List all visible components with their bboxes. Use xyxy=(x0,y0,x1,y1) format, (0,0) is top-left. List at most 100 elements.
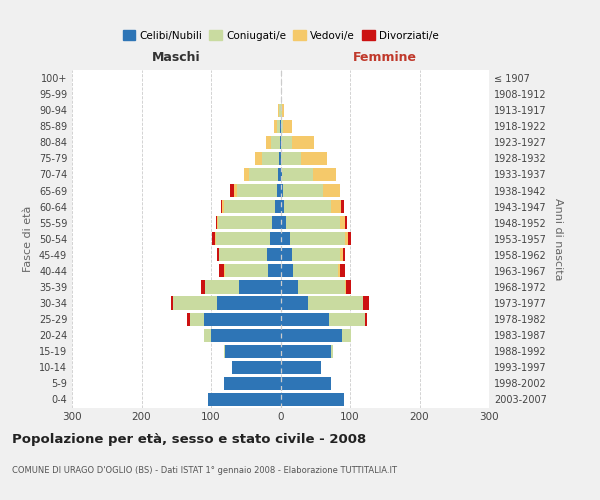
Bar xyxy=(272,216,281,230)
Bar xyxy=(277,184,281,197)
Bar xyxy=(292,136,314,149)
Bar xyxy=(283,184,323,197)
Bar xyxy=(363,296,369,310)
Bar xyxy=(211,328,281,342)
Bar xyxy=(218,216,272,230)
Text: Femmine: Femmine xyxy=(353,52,417,64)
Bar xyxy=(308,296,362,310)
Bar xyxy=(281,136,292,149)
Bar xyxy=(292,248,340,262)
Bar xyxy=(215,232,216,245)
Bar xyxy=(218,248,220,262)
Bar xyxy=(212,232,215,245)
Bar xyxy=(345,232,348,245)
Text: Maschi: Maschi xyxy=(152,52,200,64)
Bar xyxy=(281,120,283,133)
Bar xyxy=(225,264,268,278)
Bar xyxy=(281,312,329,326)
Bar xyxy=(346,280,352,293)
Bar xyxy=(234,184,237,197)
Bar xyxy=(224,200,275,213)
Bar xyxy=(281,393,344,406)
Bar xyxy=(275,200,281,213)
Bar xyxy=(279,104,281,117)
Bar xyxy=(331,344,334,358)
Bar xyxy=(362,296,363,310)
Bar xyxy=(270,232,281,245)
Bar xyxy=(338,264,340,278)
Bar xyxy=(281,104,282,117)
Bar xyxy=(201,280,205,293)
Bar xyxy=(187,312,190,326)
Bar xyxy=(278,168,281,181)
Bar xyxy=(301,152,327,165)
Bar xyxy=(348,232,350,245)
Bar xyxy=(277,120,280,133)
Bar xyxy=(313,168,336,181)
Bar xyxy=(217,248,218,262)
Bar xyxy=(281,184,283,197)
Bar xyxy=(284,200,331,213)
Bar xyxy=(244,168,248,181)
Bar xyxy=(340,248,343,262)
Bar xyxy=(345,216,347,230)
Text: Popolazione per età, sesso e stato civile - 2008: Popolazione per età, sesso e stato civil… xyxy=(12,432,366,446)
Bar xyxy=(278,104,279,117)
Bar xyxy=(274,120,277,133)
Bar xyxy=(340,264,345,278)
Bar xyxy=(217,216,218,230)
Bar xyxy=(266,136,271,149)
Bar xyxy=(281,296,308,310)
Bar xyxy=(190,312,204,326)
Bar xyxy=(237,184,277,197)
Bar xyxy=(224,344,225,358)
Bar xyxy=(281,344,331,358)
Bar xyxy=(281,152,301,165)
Bar xyxy=(220,248,266,262)
Bar xyxy=(341,328,352,342)
Bar xyxy=(239,280,281,293)
Bar xyxy=(172,296,173,310)
Bar xyxy=(280,120,281,133)
Bar xyxy=(262,152,279,165)
Bar xyxy=(281,216,286,230)
Bar xyxy=(329,312,365,326)
Bar xyxy=(232,360,281,374)
Bar xyxy=(281,264,293,278)
Text: COMUNE DI URAGO D'OGLIO (BS) - Dati ISTAT 1° gennaio 2008 - Elaborazione TUTTITA: COMUNE DI URAGO D'OGLIO (BS) - Dati ISTA… xyxy=(12,466,397,475)
Bar xyxy=(208,393,281,406)
Bar xyxy=(281,360,321,374)
Bar xyxy=(279,152,281,165)
Bar xyxy=(204,328,211,342)
Bar xyxy=(341,200,344,213)
Bar xyxy=(205,280,239,293)
Bar xyxy=(266,248,281,262)
Bar xyxy=(340,216,345,230)
Bar xyxy=(281,200,284,213)
Bar xyxy=(218,264,224,278)
Bar xyxy=(217,296,281,310)
Bar xyxy=(281,232,290,245)
Bar xyxy=(323,184,340,197)
Legend: Celibi/Nubili, Coniugati/e, Vedovi/e, Divorziati/e: Celibi/Nubili, Coniugati/e, Vedovi/e, Di… xyxy=(118,26,443,45)
Bar xyxy=(281,248,292,262)
Bar xyxy=(255,152,262,165)
Bar xyxy=(248,168,278,181)
Y-axis label: Anni di nascita: Anni di nascita xyxy=(553,198,563,280)
Bar xyxy=(225,344,281,358)
Bar xyxy=(173,296,217,310)
Bar xyxy=(224,377,281,390)
Bar xyxy=(290,232,345,245)
Bar xyxy=(293,264,338,278)
Bar xyxy=(224,264,225,278)
Bar xyxy=(268,264,281,278)
Bar xyxy=(271,136,280,149)
Bar xyxy=(216,216,217,230)
Bar xyxy=(298,280,345,293)
Bar xyxy=(331,200,341,213)
Bar xyxy=(283,120,292,133)
Bar xyxy=(281,280,298,293)
Bar xyxy=(216,232,270,245)
Bar xyxy=(222,200,224,213)
Bar xyxy=(221,200,222,213)
